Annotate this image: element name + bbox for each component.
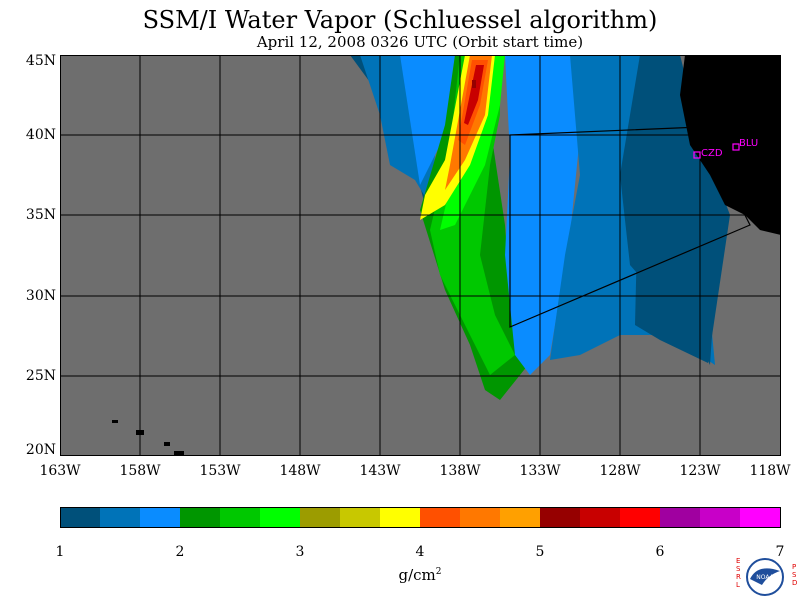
lat-label-25n: 25N xyxy=(25,368,56,384)
lon-label-133w: 133W xyxy=(519,463,561,479)
colorbar-label-7: 7 xyxy=(775,544,785,560)
swath-red xyxy=(464,65,484,125)
lon-label-128w: 128W xyxy=(599,463,641,479)
colorbar-swatch xyxy=(140,507,181,528)
colorbar-swatch xyxy=(340,507,381,528)
colorbar-label-1: 1 xyxy=(55,544,65,560)
colorbar-swatch xyxy=(300,507,341,528)
colorbar-swatch xyxy=(60,507,101,528)
lon-label-143w: 143W xyxy=(359,463,401,479)
lat-label-30n: 30N xyxy=(25,288,56,304)
colorbar-swatches xyxy=(60,507,781,528)
units-text: g/cm xyxy=(398,566,436,584)
colorbar-swatch xyxy=(740,507,781,528)
lat-lon-grid xyxy=(60,55,781,456)
colorbar-swatch xyxy=(100,507,141,528)
station-blu-marker xyxy=(732,143,740,151)
colorbar-swatch xyxy=(460,507,501,528)
lat-label-35n: 35N xyxy=(25,207,56,223)
water-vapor-map: CZD BLU xyxy=(60,55,781,456)
lat-label-20n: 20N xyxy=(25,442,56,458)
california-coast xyxy=(680,55,781,235)
colorbar-swatch xyxy=(180,507,221,528)
noaa-bird-icon xyxy=(750,568,780,585)
swath-dark-blue-southeast xyxy=(635,115,730,363)
colorbar-swatch xyxy=(580,507,621,528)
noaa-text: NOAA xyxy=(756,574,774,581)
lon-label-123w: 123W xyxy=(679,463,721,479)
colorbar-swatch xyxy=(700,507,741,528)
map-subtitle: April 12, 2008 0326 UTC (Orbit start tim… xyxy=(256,33,584,51)
colorbar-swatch xyxy=(540,507,581,528)
swath-dark-red-cell xyxy=(472,80,476,88)
colorbar-swatch xyxy=(260,507,301,528)
lon-label-138w: 138W xyxy=(439,463,481,479)
colorbar-label-4: 4 xyxy=(415,544,425,560)
colorbar-label-6: 6 xyxy=(655,544,665,560)
study-region-outline xyxy=(509,126,751,328)
colorbar-swatch xyxy=(500,507,541,528)
lon-label-148w: 148W xyxy=(279,463,321,479)
colorbar-label-5: 5 xyxy=(535,544,545,560)
station-czd-label: CZD xyxy=(701,148,723,159)
colorbar-swatch xyxy=(660,507,701,528)
units-exponent: 2 xyxy=(435,567,442,577)
map-title: SSM/I Water Vapor (Schluessel algorithm) xyxy=(142,6,658,34)
lon-label-158w: 158W xyxy=(119,463,161,479)
lon-label-118w: 118W xyxy=(749,463,791,479)
colorbar xyxy=(60,507,781,528)
colorbar-frame xyxy=(60,507,781,528)
colorbar-swatch xyxy=(220,507,261,528)
colorbar-label-2: 2 xyxy=(175,544,185,560)
station-markers: CZD BLU xyxy=(693,138,758,159)
lat-label-40n: 40N xyxy=(25,127,56,143)
colorbar-swatch xyxy=(620,507,661,528)
swath-bright-blue-west xyxy=(400,55,455,185)
lat-label-45n: 45N xyxy=(25,53,56,69)
colorbar-swatch xyxy=(420,507,461,528)
station-czd-marker xyxy=(693,151,701,159)
map-frame xyxy=(60,55,781,456)
lon-label-163w: 163W xyxy=(39,463,81,479)
lon-label-153w: 153W xyxy=(199,463,241,479)
colorbar-swatch xyxy=(380,507,421,528)
station-blu-label: BLU xyxy=(739,138,758,149)
colorbar-units: g/cm2 xyxy=(380,566,460,584)
colorbar-label-3: 3 xyxy=(295,544,305,560)
